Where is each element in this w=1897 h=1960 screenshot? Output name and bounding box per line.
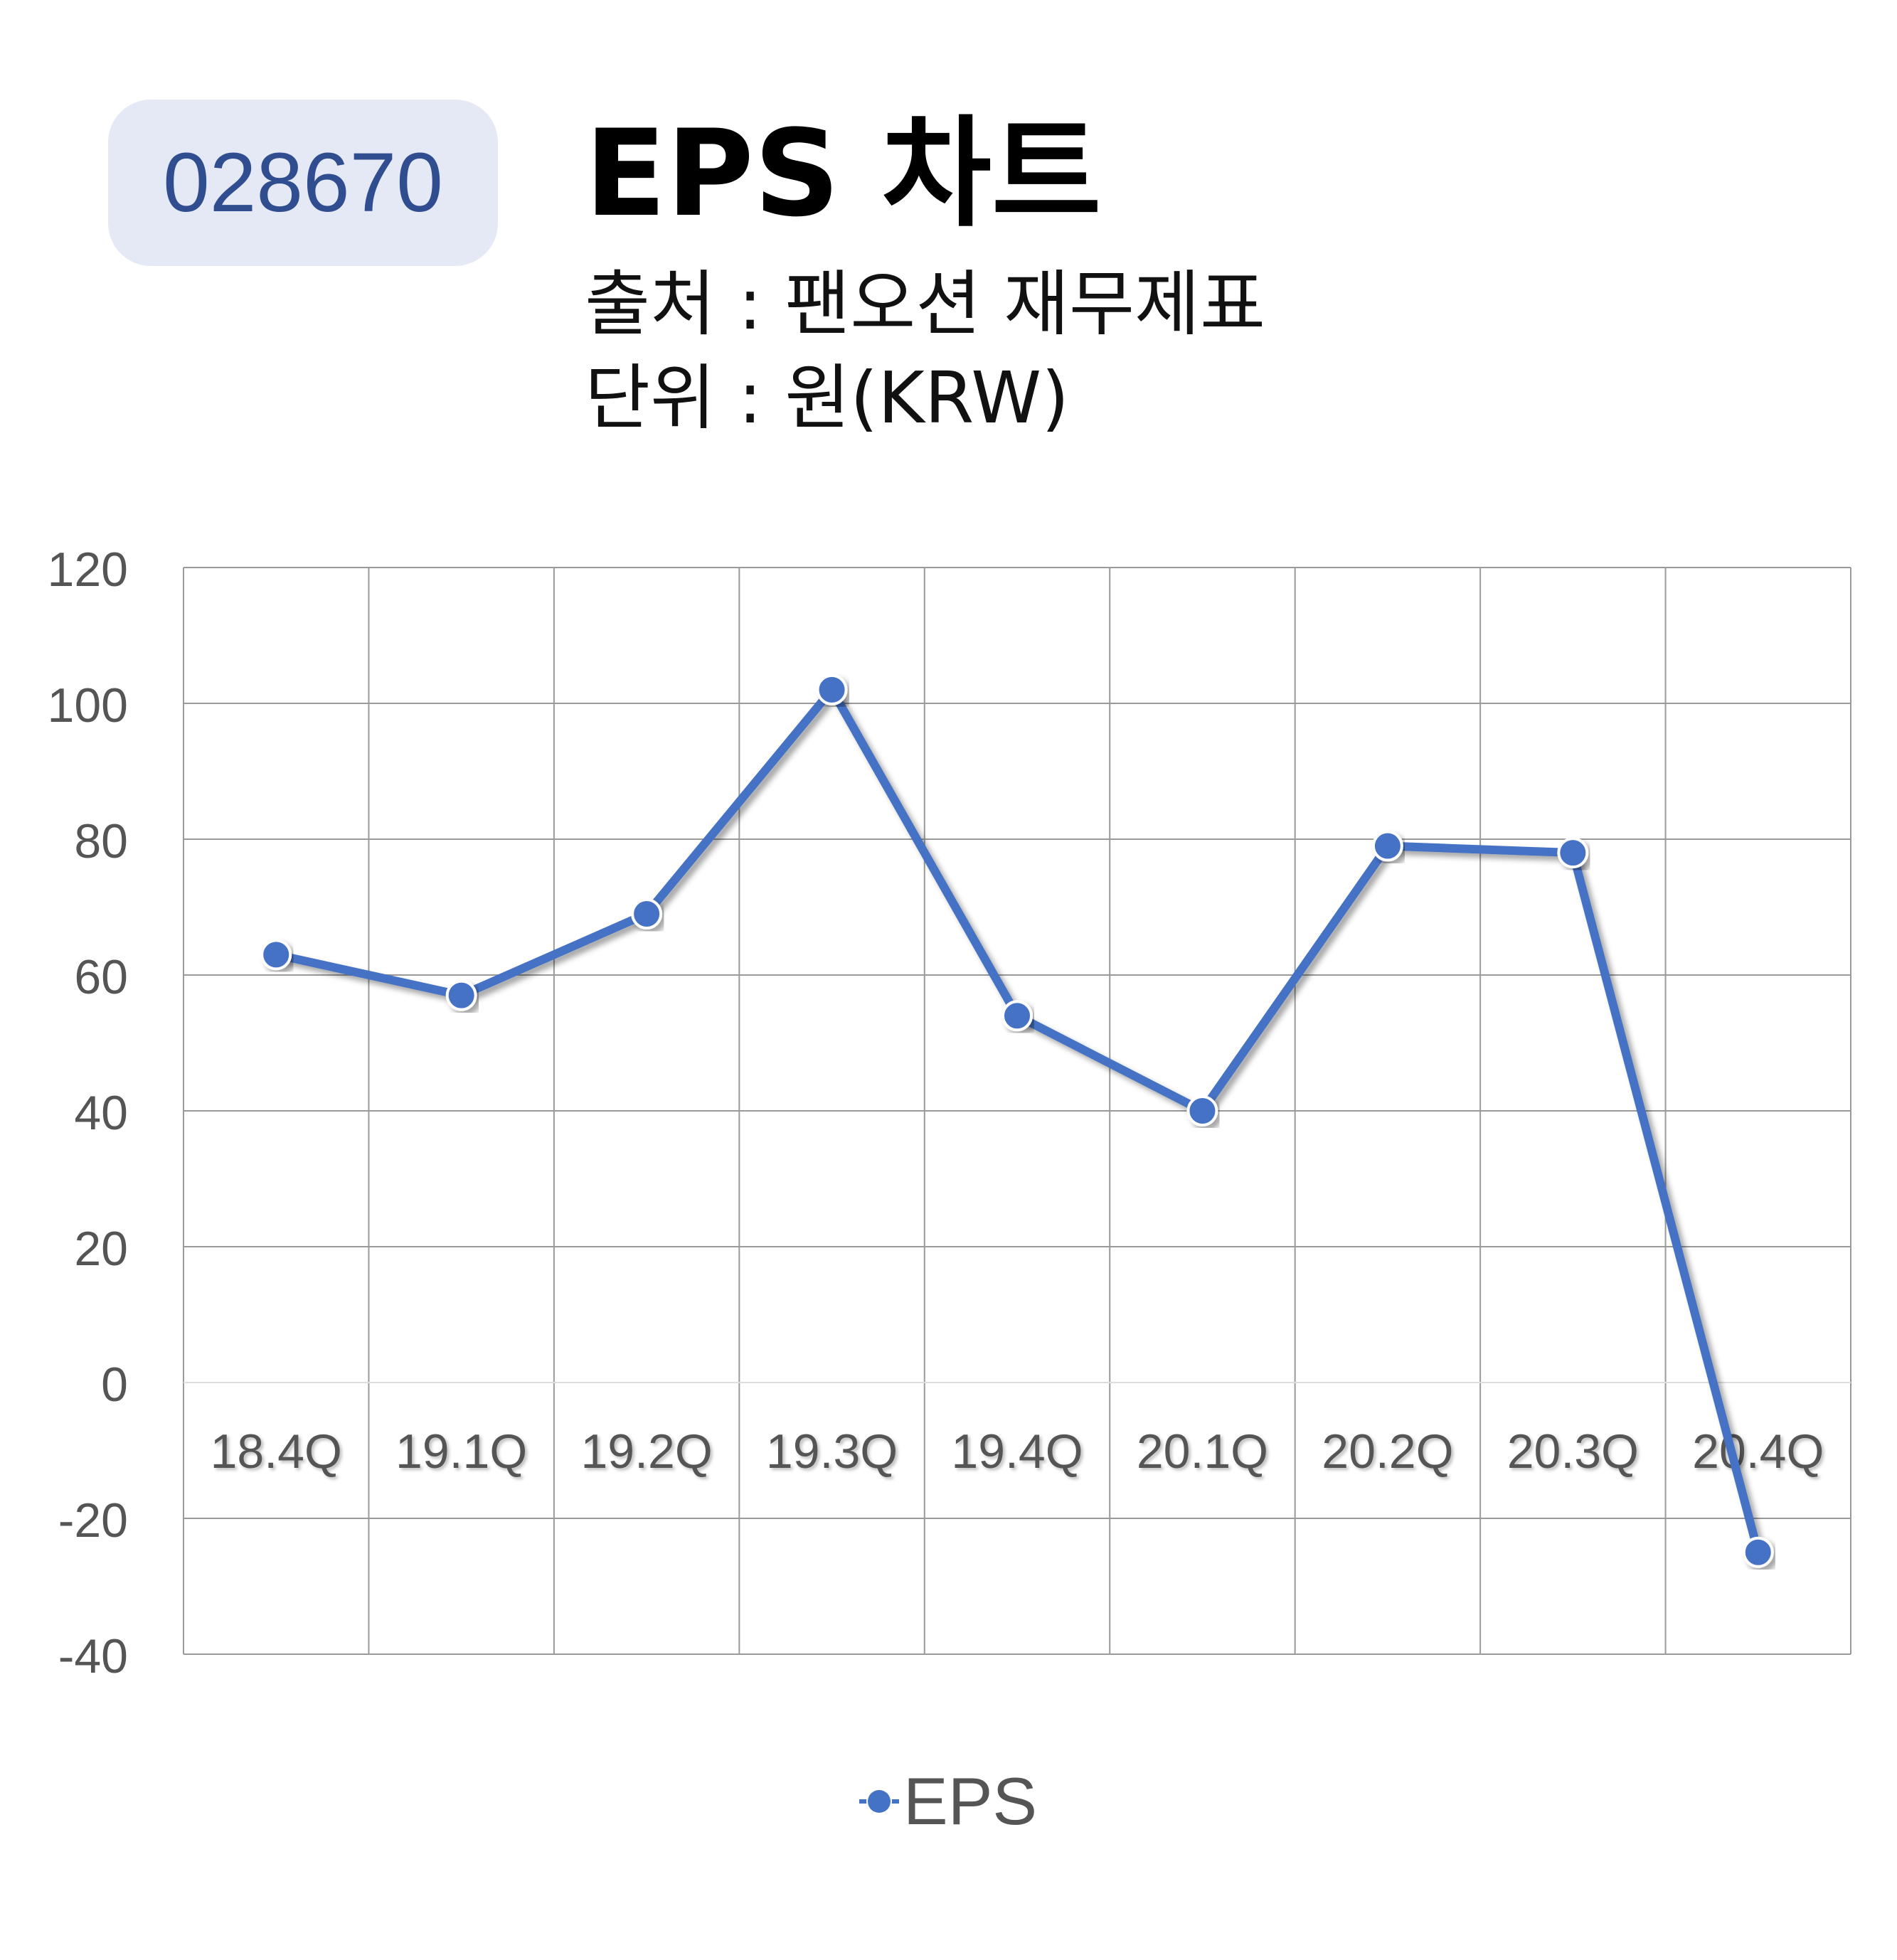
x-tick-label: 20.3Q bbox=[1507, 1424, 1639, 1479]
x-tick-label: 20.1Q bbox=[1137, 1424, 1268, 1479]
stock-code: 028670 bbox=[163, 136, 443, 230]
legend: EPS bbox=[859, 1762, 1037, 1841]
x-tick-label: 20.2Q bbox=[1322, 1424, 1453, 1479]
y-tick-label: -20 bbox=[58, 1493, 128, 1548]
y-tick-label: 20 bbox=[74, 1222, 128, 1276]
y-tick-label: -40 bbox=[58, 1629, 128, 1683]
data-point bbox=[1186, 1095, 1218, 1127]
series-eps bbox=[260, 673, 1774, 1568]
x-tick-label: 19.1Q bbox=[395, 1424, 527, 1479]
y-tick-label: 120 bbox=[48, 543, 128, 597]
y-tick-label: 100 bbox=[48, 678, 128, 733]
x-tick-label: 18.4Q bbox=[211, 1424, 342, 1479]
data-point bbox=[1742, 1536, 1774, 1568]
legend-marker-icon bbox=[859, 1781, 899, 1821]
unit-label: 단위 : 원(KRW) bbox=[585, 356, 1070, 440]
data-point bbox=[260, 939, 292, 971]
x-tick-label: 19.2Q bbox=[580, 1424, 712, 1479]
x-tick-label: 19.4Q bbox=[951, 1424, 1083, 1479]
series-line bbox=[272, 685, 1763, 1557]
data-point bbox=[816, 673, 848, 705]
data-point bbox=[631, 898, 663, 930]
y-axis: 120 100 80 60 40 20 0 -20 -40 bbox=[48, 543, 128, 1683]
x-tick-label: 20.4Q bbox=[1692, 1424, 1824, 1479]
y-tick-label: 80 bbox=[74, 814, 128, 868]
chart-grid bbox=[183, 567, 1851, 1655]
x-tick-label: 19.3Q bbox=[766, 1424, 898, 1479]
y-tick-label: 60 bbox=[74, 950, 128, 1004]
y-tick-label: 40 bbox=[74, 1086, 128, 1140]
data-point bbox=[1001, 1000, 1033, 1032]
stock-code-badge: 028670 bbox=[108, 100, 498, 266]
data-point bbox=[1557, 837, 1589, 869]
legend-label: EPS bbox=[903, 1764, 1038, 1838]
x-axis: 18.4Q 19.1Q 19.2Q 19.3Q 19.4Q 20.1Q 20.2Q 20.3Q… bbox=[211, 1424, 1824, 1479]
y-tick-label: 0 bbox=[101, 1358, 128, 1412]
data-point bbox=[1371, 830, 1403, 862]
data-point bbox=[445, 979, 477, 1011]
source-label: 출처 : 팬오션 재무제표 bbox=[585, 262, 1266, 346]
chart-title: EPS 차트 bbox=[585, 104, 1102, 243]
